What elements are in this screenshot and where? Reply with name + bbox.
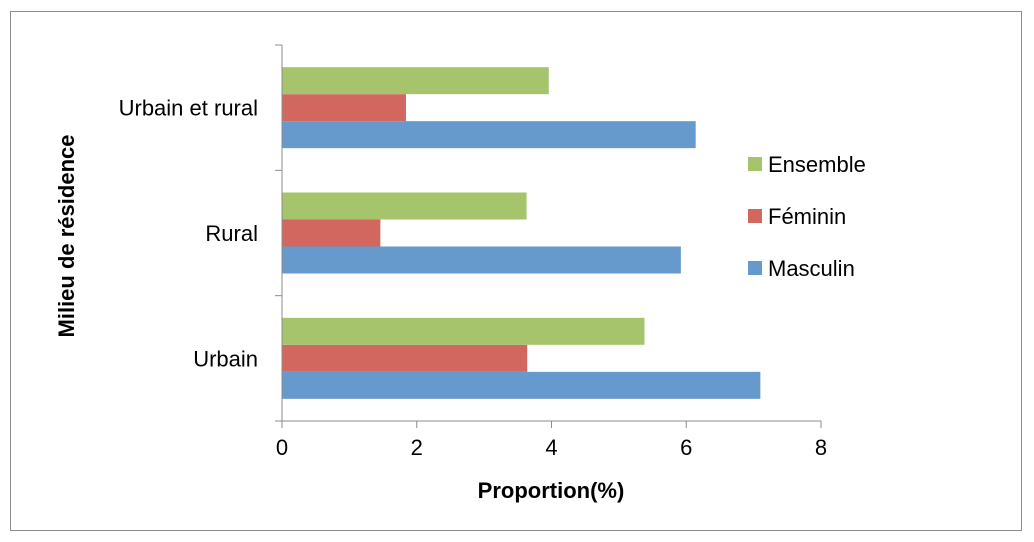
bar-rural-feminin <box>282 220 380 247</box>
legend-swatch-feminin <box>748 209 762 223</box>
legend-swatch-masculin <box>748 261 762 275</box>
legend-label-masculin: Masculin <box>768 256 855 281</box>
bar-rural-masculin <box>282 247 681 274</box>
bar-urbain-ensemble <box>282 318 644 345</box>
y-tick-label: Rural <box>205 221 258 246</box>
y-axis-title: Milieu de résidence <box>54 135 79 338</box>
bar-urbain-masculin <box>282 372 760 399</box>
bar-urbain-feminin <box>282 345 527 372</box>
legend-label-ensemble: Ensemble <box>768 152 866 177</box>
legend-label-feminin: Féminin <box>768 204 846 229</box>
bars-group <box>282 67 760 399</box>
x-axis-title: Proportion(%) <box>478 478 625 503</box>
legend-swatch-ensemble <box>748 157 762 171</box>
bar-urbain-et-rural-feminin <box>282 94 406 121</box>
y-tick-label: Urbain <box>193 346 258 371</box>
legend: Ensemble Féminin Masculin <box>748 152 866 281</box>
x-tick-label: 8 <box>815 435 827 460</box>
x-tick-label: 0 <box>276 435 288 460</box>
x-tick-label: 6 <box>680 435 692 460</box>
x-tick-label: 2 <box>411 435 423 460</box>
bar-urbain-et-rural-masculin <box>282 121 696 148</box>
x-tick-label: 4 <box>545 435 557 460</box>
y-tick-label: Urbain et rural <box>119 96 258 121</box>
bar-rural-ensemble <box>282 193 527 220</box>
bar-urbain-et-rural-ensemble <box>282 67 549 94</box>
